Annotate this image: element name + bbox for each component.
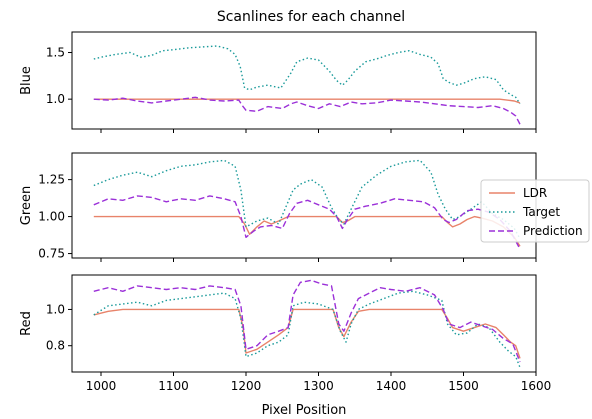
- green-ytick-label: 0.75: [38, 247, 65, 261]
- green-target-line: [93, 159, 521, 240]
- xtick-label: 1500: [448, 379, 479, 393]
- x-axis-label: Pixel Position: [262, 403, 347, 418]
- red-panel: 0.8 1.0 1000 1100 1200 1300 1400 1500 1600 Red: [19, 274, 552, 393]
- green-prediction-line: [93, 195, 521, 250]
- xtick-label: 1000: [86, 379, 117, 393]
- red-prediction-line: [93, 279, 521, 363]
- legend-label-ldr: LDR: [523, 186, 547, 200]
- chart-title: Scanlines for each channel: [217, 9, 405, 25]
- blue-ytick-label: 1.5: [46, 46, 65, 60]
- blue-target-line: [93, 45, 521, 105]
- blue-prediction-line: [93, 96, 521, 125]
- legend: LDR Target Prediction: [480, 179, 590, 243]
- blue-panel: 1.0 1.5 Blue: [19, 31, 537, 133]
- green-ytick-label: 1.00: [38, 210, 65, 224]
- legend-box: [480, 179, 590, 243]
- red-panel-frame: [71, 274, 537, 373]
- red-y-axis-label: Red: [19, 311, 34, 336]
- xtick-label: 1400: [376, 379, 407, 393]
- blue-y-axis-label: Blue: [19, 66, 34, 95]
- green-y-axis-label: Green: [19, 186, 34, 225]
- legend-label-prediction: Prediction: [523, 224, 583, 238]
- red-ytick-label: 0.8: [46, 339, 65, 353]
- xtick-label: 1300: [303, 379, 334, 393]
- legend-label-target: Target: [522, 205, 560, 219]
- green-ytick-label: 1.25: [38, 173, 65, 187]
- xtick-label: 1100: [158, 379, 189, 393]
- xtick-label: 1600: [521, 379, 552, 393]
- xtick-label: 1200: [231, 379, 262, 393]
- blue-panel-frame: [71, 31, 537, 130]
- red-ytick-label: 1.0: [46, 302, 65, 316]
- blue-ytick-label: 1.0: [46, 92, 65, 106]
- green-ldr-line: [93, 215, 521, 247]
- chart-panels: 1.0 1.5 Blue 0.75 1.00 1.25 Green 0.8 1.0 1000 110…: [19, 31, 552, 393]
